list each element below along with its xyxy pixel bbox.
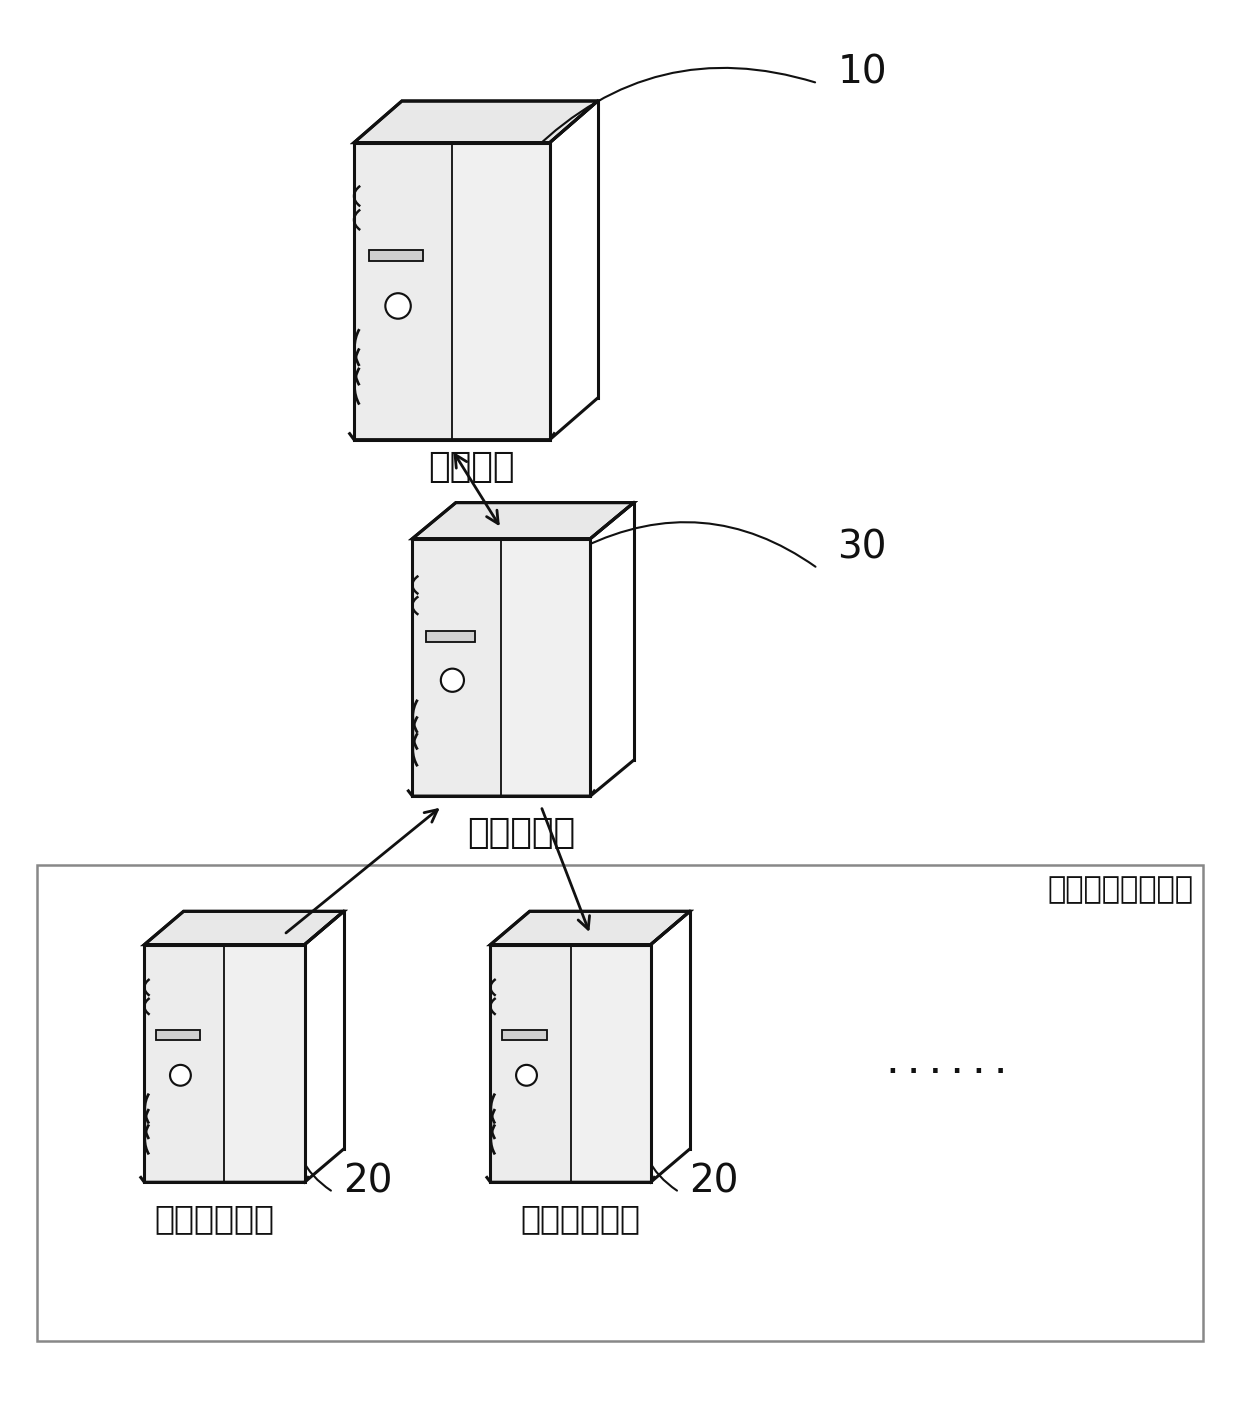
Polygon shape	[353, 101, 598, 142]
Circle shape	[516, 1065, 537, 1086]
Polygon shape	[224, 944, 305, 1182]
Circle shape	[170, 1065, 191, 1086]
Text: 20: 20	[343, 1162, 393, 1200]
Bar	[37, 865, 1203, 1341]
Bar	[156, 1030, 201, 1040]
Polygon shape	[144, 912, 343, 944]
Text: 用户终端: 用户终端	[429, 449, 515, 484]
Polygon shape	[451, 142, 549, 439]
Polygon shape	[570, 944, 651, 1182]
Bar	[368, 249, 423, 262]
Polygon shape	[413, 502, 634, 539]
Text: 信息采集终端: 信息采集终端	[521, 1202, 640, 1235]
Text: 管理服务器: 管理服务器	[467, 816, 575, 850]
Text: 30: 30	[837, 529, 887, 567]
Text: 多台信息采集终端: 多台信息采集终端	[1048, 875, 1194, 905]
Polygon shape	[491, 912, 689, 944]
Text: 20: 20	[689, 1162, 739, 1200]
Bar	[502, 1030, 547, 1040]
Polygon shape	[491, 944, 570, 1182]
Circle shape	[386, 293, 410, 319]
Text: 信息采集终端: 信息采集终端	[155, 1202, 274, 1235]
Circle shape	[441, 668, 464, 692]
Text: 10: 10	[837, 53, 887, 91]
Polygon shape	[501, 539, 590, 796]
Polygon shape	[413, 539, 501, 796]
Polygon shape	[353, 142, 451, 439]
Bar	[425, 632, 475, 642]
Polygon shape	[144, 944, 224, 1182]
Text: ......: ......	[882, 1047, 1012, 1081]
